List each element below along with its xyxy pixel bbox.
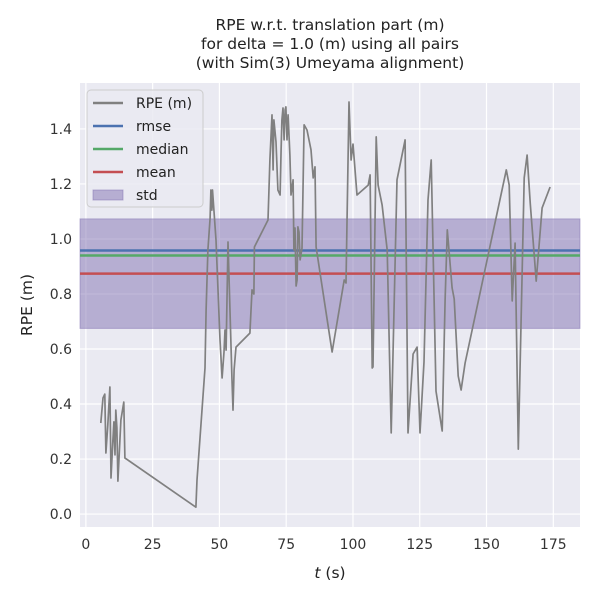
legend-rpe-label: RPE (m) [136,96,192,112]
x-tick-label: 75 [277,537,295,553]
title-line-1: RPE w.r.t. translation part (m) [215,16,445,34]
rpe-series-line [99,101,551,509]
x-tick-label: 0 [81,537,90,553]
y-axis-label: RPE (m) [18,274,36,336]
y-tick-label: 0.4 [50,397,72,413]
x-axis-label: t (s) [314,564,345,582]
legend-rmse-label: rmse [136,119,171,135]
chart-title: RPE w.r.t. translation part (m) for delt… [80,16,580,73]
y-tick-label: 0.6 [50,342,72,358]
y-tick-label: 0.8 [50,287,72,303]
legend-std-label: std [136,188,158,204]
legend-median-label: median [136,142,188,158]
y-tick-label: 0.0 [50,507,72,523]
y-tick-label: 0.2 [50,452,72,468]
x-tick-label: 25 [144,537,162,553]
x-tick-label: 175 [540,537,567,553]
x-tick-label: 100 [340,537,367,553]
x-tick-label: 50 [211,537,229,553]
legend-box [86,89,204,208]
y-tick-label: 1.0 [50,232,72,248]
x-tick-label: 150 [473,537,500,553]
title-line-2: for delta = 1.0 (m) using all pairs [201,35,459,53]
legend-mean-label: mean [136,165,176,181]
title-line-3: (with Sim(3) Umeyama alignment) [195,54,465,72]
y-tick-label: 1.2 [50,177,72,193]
legend-std-swatch [92,189,124,201]
x-tick-label: 125 [406,537,433,553]
y-tick-label: 1.4 [50,122,72,138]
